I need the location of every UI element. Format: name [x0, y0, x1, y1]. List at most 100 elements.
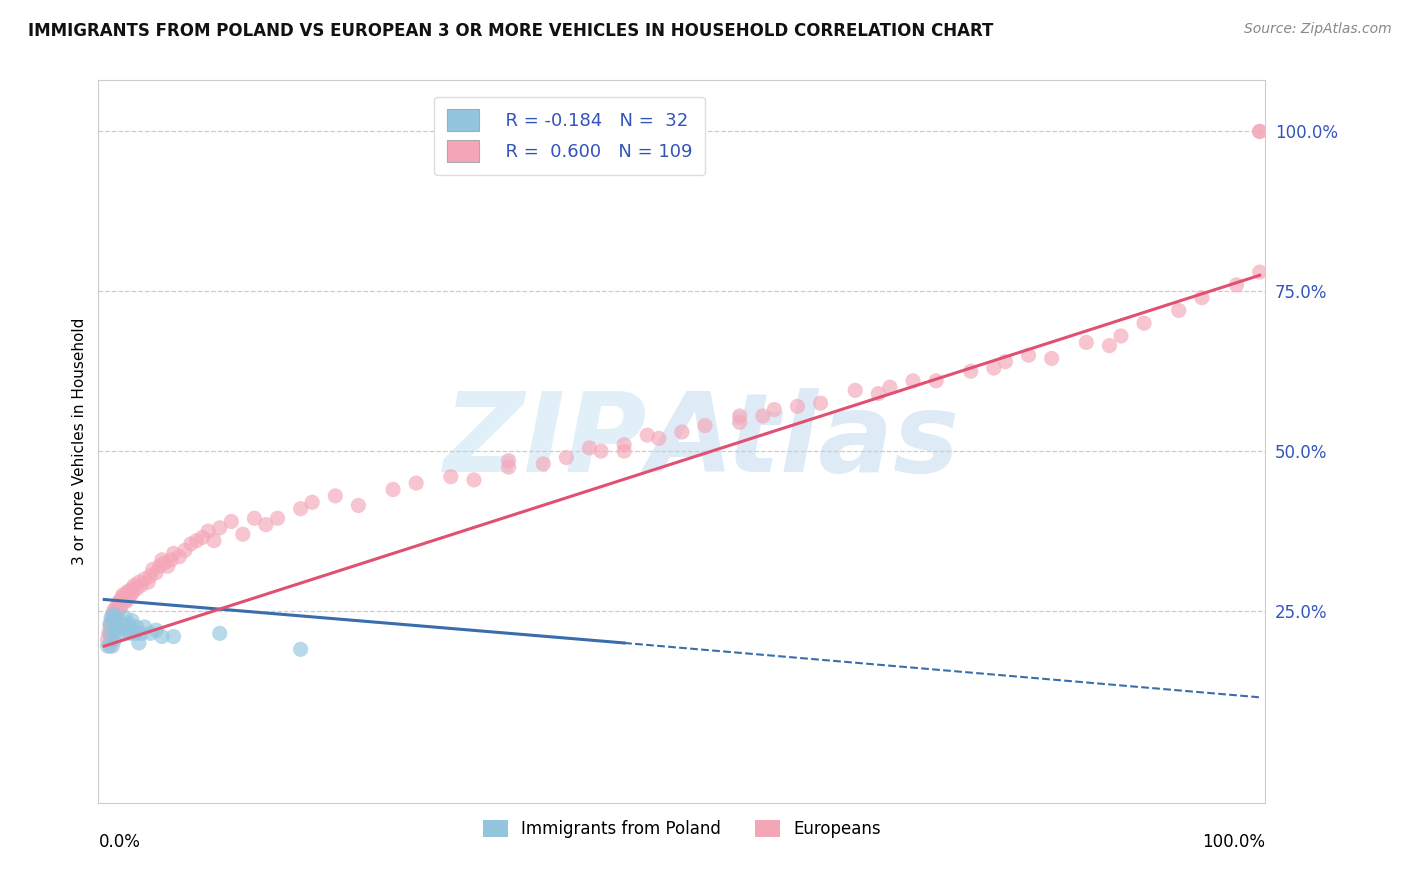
Point [463, 473, 485, 487]
Point [128, 575, 150, 590]
Point [128, 636, 150, 650]
Point [139, 626, 162, 640]
Point [1076, 335, 1098, 350]
Point [1167, 303, 1189, 318]
Point [1133, 316, 1156, 330]
Point [107, 598, 129, 612]
Point [104, 607, 127, 622]
Point [810, 396, 832, 410]
Point [208, 521, 231, 535]
Point [1109, 329, 1132, 343]
Point [105, 614, 128, 628]
Point [763, 402, 786, 417]
Text: 100.0%: 100.0% [1202, 833, 1265, 851]
Point [150, 630, 173, 644]
Point [180, 537, 202, 551]
Point [115, 594, 138, 608]
Point [1249, 124, 1271, 138]
Point [901, 374, 924, 388]
Point [97, 632, 120, 647]
Point [752, 409, 775, 423]
Point [118, 626, 141, 640]
Point [254, 517, 277, 532]
Point [174, 543, 197, 558]
Point [145, 623, 167, 637]
Point [142, 562, 165, 576]
Point [108, 594, 131, 608]
Point [693, 418, 716, 433]
Point [121, 614, 143, 628]
Point [104, 614, 127, 628]
Text: 0.0%: 0.0% [98, 833, 141, 851]
Point [101, 639, 124, 653]
Point [162, 630, 184, 644]
Point [105, 607, 128, 622]
Point [98, 639, 121, 653]
Point [110, 598, 132, 612]
Point [728, 415, 751, 429]
Point [786, 400, 808, 414]
Point [290, 642, 312, 657]
Point [104, 623, 127, 637]
Point [114, 588, 136, 602]
Point [323, 489, 346, 503]
Point [1098, 338, 1121, 352]
Text: IMMIGRANTS FROM POLAND VS EUROPEAN 3 OR MORE VEHICLES IN HOUSEHOLD CORRELATION C: IMMIGRANTS FROM POLAND VS EUROPEAN 3 OR … [28, 22, 994, 40]
Point [129, 578, 152, 592]
Point [266, 511, 288, 525]
Point [114, 610, 136, 624]
Point [98, 616, 121, 631]
Point [156, 559, 179, 574]
Point [121, 582, 143, 596]
Point [232, 527, 254, 541]
Point [578, 441, 600, 455]
Point [153, 556, 176, 570]
Point [103, 607, 125, 622]
Point [191, 531, 214, 545]
Text: Atlas: Atlas [647, 388, 959, 495]
Point [120, 620, 142, 634]
Point [134, 572, 156, 586]
Point [100, 616, 122, 631]
Point [97, 639, 120, 653]
Point [382, 483, 405, 497]
Point [1018, 348, 1040, 362]
Point [117, 591, 139, 606]
Point [1040, 351, 1063, 366]
Text: Source: ZipAtlas.com: Source: ZipAtlas.com [1244, 22, 1392, 37]
Point [122, 584, 145, 599]
Point [107, 620, 129, 634]
Point [613, 444, 636, 458]
Point [120, 588, 142, 602]
Point [103, 620, 125, 634]
Point [111, 620, 134, 634]
Point [139, 569, 162, 583]
Point [122, 623, 145, 637]
Point [347, 499, 370, 513]
Point [118, 584, 141, 599]
Point [101, 626, 124, 640]
Point [145, 566, 167, 580]
Point [117, 616, 139, 631]
Point [994, 354, 1017, 368]
Point [186, 533, 208, 548]
Point [879, 380, 901, 394]
Point [124, 626, 146, 640]
Point [100, 632, 122, 647]
Point [844, 384, 866, 398]
Point [868, 386, 890, 401]
Point [243, 511, 266, 525]
Point [498, 454, 520, 468]
Point [100, 610, 122, 624]
Point [636, 428, 658, 442]
Point [983, 361, 1005, 376]
Point [104, 616, 127, 631]
Point [925, 374, 948, 388]
Point [405, 476, 427, 491]
Point [301, 495, 323, 509]
Point [134, 620, 156, 634]
Legend: Immigrants from Poland, Europeans: Immigrants from Poland, Europeans [477, 814, 887, 845]
Point [648, 431, 671, 445]
Point [728, 409, 751, 423]
Point [98, 626, 121, 640]
